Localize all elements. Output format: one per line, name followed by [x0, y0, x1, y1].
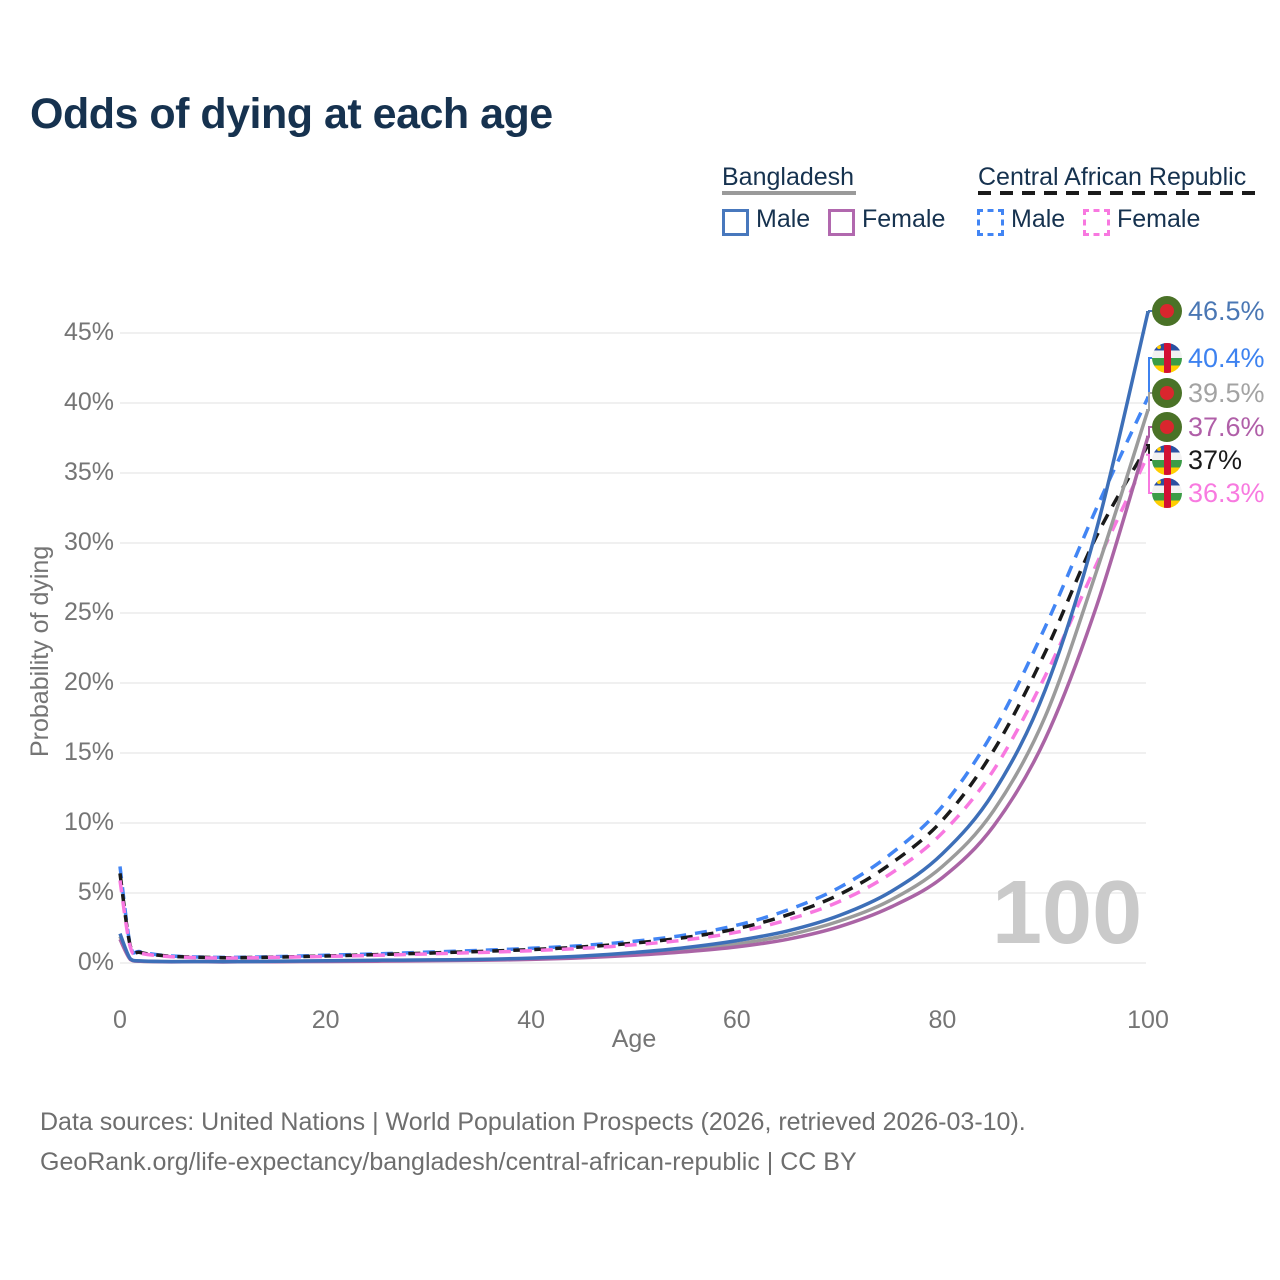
y-tick-label: 0%	[77, 948, 114, 976]
legend-swatch-car-female[interactable]	[1083, 209, 1110, 236]
legend-group-car[interactable]: Central African Republic	[978, 163, 1247, 191]
end-label-leader	[1146, 426, 1154, 438]
legend-label-car-male[interactable]: Male	[1011, 205, 1066, 233]
end-label-leader	[1146, 444, 1154, 461]
attribution-note: GeoRank.org/life-expectancy/bangladesh/c…	[40, 1148, 857, 1176]
series-lines	[118, 311, 1150, 964]
y-tick-label: 30%	[63, 528, 114, 556]
end-label-leader	[1146, 310, 1154, 313]
series-line-bd-male[interactable]	[118, 311, 1150, 964]
series-end-value: 37%	[1188, 445, 1243, 475]
x-tick-label: 100	[1127, 1006, 1169, 1034]
series-end-value: 46.5%	[1188, 296, 1265, 326]
legend-underline-car	[978, 191, 1255, 195]
bangladesh-flag-icon	[1152, 378, 1182, 408]
series-line-car-female[interactable]	[118, 454, 1150, 960]
y-tick-label: 20%	[63, 668, 114, 696]
end-label-leader	[1146, 357, 1154, 399]
series-end-label-row: 40.4%	[1152, 343, 1265, 373]
y-tick-label: 10%	[63, 808, 114, 836]
bangladesh-flag-icon	[1152, 412, 1182, 442]
x-tick-label: 0	[113, 1006, 127, 1034]
page-title: Odds of dying at each age	[30, 90, 553, 138]
legend-underline-bangladesh	[722, 191, 856, 195]
series-end-value: 36.3%	[1188, 478, 1265, 508]
series-end-label-row: 37%	[1152, 445, 1242, 475]
y-tick-label: 5%	[77, 878, 114, 906]
series-line-car-both[interactable]	[118, 444, 1150, 960]
legend-swatch-bangladesh-female[interactable]	[828, 209, 855, 236]
x-tick-label: 40	[517, 1006, 546, 1034]
y-tick-label: 40%	[63, 388, 114, 416]
series-end-label-row: 37.6%	[1152, 412, 1265, 442]
data-source-note: Data sources: United Nations | World Pop…	[40, 1108, 1026, 1136]
leader-lines	[1146, 310, 1154, 494]
series-end-value: 39.5%	[1188, 378, 1265, 408]
x-tick-label: 60	[722, 1006, 751, 1034]
end-label-leader	[1146, 392, 1154, 411]
bangladesh-flag-icon	[1152, 296, 1182, 326]
series-line-car-male[interactable]	[118, 396, 1150, 960]
x-tick-label: 80	[928, 1006, 957, 1034]
y-tick-label: 45%	[63, 318, 114, 346]
central-african-republic-flag-icon	[1152, 478, 1182, 508]
legend-swatch-car-male[interactable]	[977, 209, 1004, 236]
series-end-label-row: 36.3%	[1152, 478, 1265, 508]
legend-label-bangladesh-male[interactable]: Male	[756, 205, 811, 233]
y-tick-label: 25%	[63, 598, 114, 626]
series-end-value: 37.6%	[1188, 412, 1265, 442]
gridlines	[120, 332, 1146, 964]
central-african-republic-flag-icon	[1152, 445, 1182, 475]
legend-label-bangladesh-female[interactable]: Female	[862, 205, 946, 233]
y-tick-label: 15%	[63, 738, 114, 766]
legend-swatch-bangladesh-male[interactable]	[722, 209, 749, 236]
legend-label-car-female[interactable]: Female	[1117, 205, 1201, 233]
age-counter-watermark: 100	[992, 863, 1143, 963]
x-axis-label: Age	[611, 1025, 657, 1053]
series-end-label-row: 39.5%	[1152, 378, 1265, 408]
central-african-republic-flag-icon	[1152, 343, 1182, 373]
x-tick-label: 20	[311, 1006, 340, 1034]
series-end-label-row: 46.5%	[1152, 296, 1265, 326]
series-end-value: 40.4%	[1188, 343, 1265, 373]
end-label-leader	[1146, 453, 1154, 494]
y-tick-label: 35%	[63, 458, 114, 486]
legend-group-bangladesh[interactable]: Bangladesh	[722, 163, 855, 191]
